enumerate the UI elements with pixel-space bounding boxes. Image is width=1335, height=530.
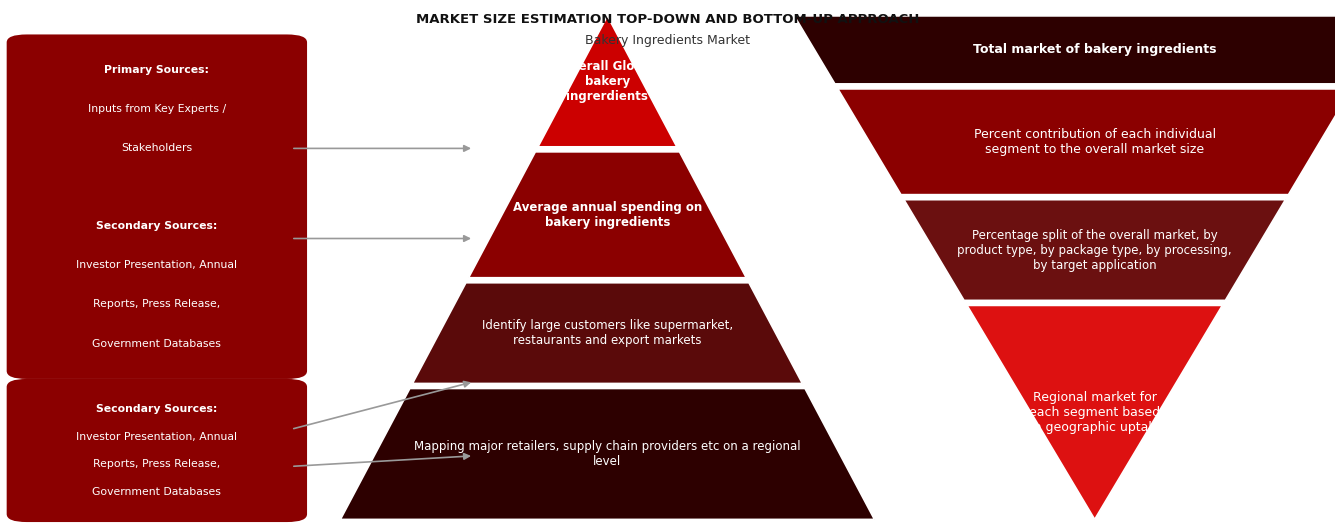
Text: Total market of bakery ingredients: Total market of bakery ingredients bbox=[973, 43, 1216, 56]
Text: Percentage split of the overall market, by
product type, by package type, by pro: Percentage split of the overall market, … bbox=[957, 228, 1232, 271]
Text: Bakery Ingredients Market: Bakery Ingredients Market bbox=[585, 34, 750, 48]
FancyBboxPatch shape bbox=[7, 379, 307, 522]
Polygon shape bbox=[794, 16, 1335, 84]
Polygon shape bbox=[413, 283, 802, 384]
Text: Investor Presentation, Annual: Investor Presentation, Annual bbox=[76, 431, 238, 441]
Text: Average annual spending on
bakery ingredients: Average annual spending on bakery ingred… bbox=[513, 201, 702, 229]
Text: Inputs from Key Experts /: Inputs from Key Experts / bbox=[88, 104, 226, 114]
Polygon shape bbox=[340, 388, 874, 519]
Polygon shape bbox=[967, 305, 1223, 519]
Polygon shape bbox=[904, 200, 1286, 301]
Text: Reports, Press Release,: Reports, Press Release, bbox=[93, 460, 220, 470]
Polygon shape bbox=[538, 16, 677, 147]
Text: Percent contribution of each individual
segment to the overall market size: Percent contribution of each individual … bbox=[973, 128, 1216, 156]
Text: Stakeholders: Stakeholders bbox=[121, 143, 192, 153]
Text: Government Databases: Government Databases bbox=[92, 487, 222, 497]
Text: Government Databases: Government Databases bbox=[92, 339, 222, 349]
Text: Secondary Sources:: Secondary Sources: bbox=[96, 221, 218, 231]
Text: Mapping major retailers, supply chain providers etc on a regional
level: Mapping major retailers, supply chain pr… bbox=[414, 440, 801, 468]
FancyBboxPatch shape bbox=[7, 34, 307, 379]
Text: Secondary Sources:: Secondary Sources: bbox=[96, 404, 218, 414]
Text: Investor Presentation, Annual: Investor Presentation, Annual bbox=[76, 260, 238, 270]
Text: Reports, Press Release,: Reports, Press Release, bbox=[93, 299, 220, 310]
Text: Overall Global
bakery
ingrerdients: Overall Global bakery ingrerdients bbox=[561, 60, 654, 103]
Text: Primary Sources:: Primary Sources: bbox=[104, 65, 210, 75]
Text: Regional market for
each segment based
on geographic uptake: Regional market for each segment based o… bbox=[1027, 391, 1163, 434]
Text: Identify large customers like supermarket,
restaurants and export markets: Identify large customers like supermarke… bbox=[482, 319, 733, 347]
Polygon shape bbox=[469, 152, 746, 278]
Text: MARKET SIZE ESTIMATION TOP-DOWN AND BOTTOM-UP APPROACH: MARKET SIZE ESTIMATION TOP-DOWN AND BOTT… bbox=[415, 13, 920, 26]
Polygon shape bbox=[838, 89, 1335, 195]
